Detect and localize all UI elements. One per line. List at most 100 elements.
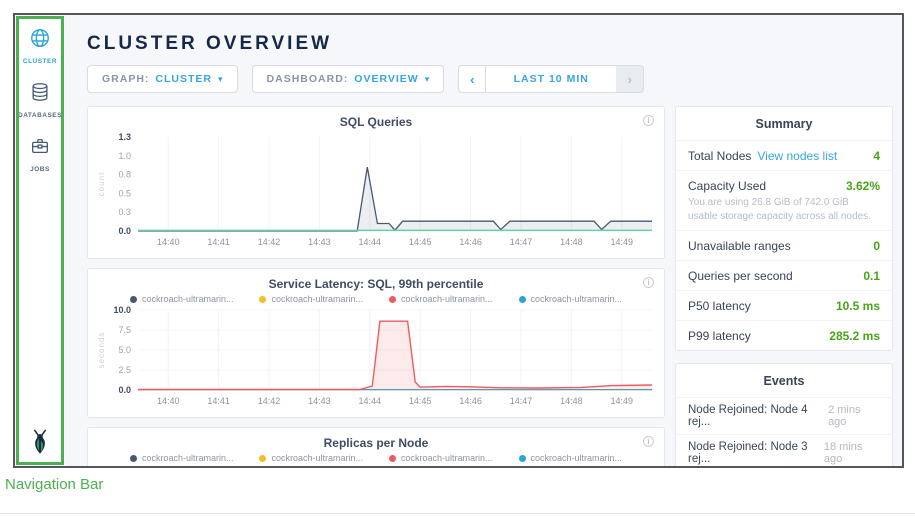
svg-text:14:48: 14:48	[560, 237, 583, 247]
event-time: 18 mins ago	[823, 441, 863, 465]
chart-title: Replicas per Node	[323, 436, 429, 450]
right-panel: Summary Total Nodes View nodes list 4 Capac…	[675, 106, 893, 466]
databases-icon	[29, 81, 51, 108]
chart-legend: cockroach-ultramarin... cockroach-ultrama…	[94, 294, 658, 304]
graph-dropdown-label: GRAPH:	[102, 73, 150, 85]
svg-text:14:44: 14:44	[359, 396, 382, 406]
dashboard-dropdown-label: DASHBOARD:	[266, 73, 349, 85]
legend-entry[interactable]: cockroach-ultramarin...	[389, 453, 493, 463]
svg-text:14:40: 14:40	[157, 396, 180, 406]
svg-text:1.0: 1.0	[118, 151, 131, 161]
summary-row: P99 latency 285.2 ms	[676, 320, 892, 350]
main-content: CLUSTER OVERVIEW GRAPH: CLUSTER ▾ DASHBO…	[65, 15, 902, 466]
legend-dot-icon	[259, 454, 267, 462]
summary-row-value: 4	[873, 149, 880, 163]
chart-card-service-latency: Service Latency: SQL, 99th percentile i …	[87, 268, 665, 418]
page-title: CLUSTER OVERVIEW	[87, 33, 333, 54]
legend-entry[interactable]: cockroach-ultramarin...	[259, 453, 363, 463]
chart-title: Service Latency: SQL, 99th percentile	[268, 277, 484, 291]
legend-entry[interactable]: cockroach-ultramarin...	[129, 294, 234, 304]
event-row: Node Rejoined: Node 3 rej... 18 mins ago	[676, 434, 892, 466]
annotation-label: Navigation Bar	[5, 476, 104, 493]
time-next-button[interactable]: ›	[616, 65, 645, 93]
cockroachdb-logo	[15, 428, 65, 456]
legend-entry[interactable]: cockroach-ultramarin...	[518, 294, 623, 304]
svg-text:14:45: 14:45	[409, 396, 432, 406]
service-latency-chart: 10.0 7.5 5.0 2.5 0.0 14:40 14:41 14:42 14:43 14:4…	[94, 304, 658, 415]
summary-row-value: 0.1	[863, 269, 880, 283]
svg-text:14:41: 14:41	[207, 396, 230, 406]
navigation-bar: CLUSTER DATABASES	[15, 15, 65, 466]
sidebar-item-label: DATABASES	[18, 112, 62, 119]
summary-row-label: P99 latency	[688, 329, 751, 343]
sidebar-item-label: JOBS	[30, 166, 50, 173]
sidebar-item-jobs[interactable]: JOBS	[29, 135, 51, 173]
svg-text:10.0: 10.0	[113, 305, 131, 315]
event-item[interactable]: Node Rejoined: Node 4 rej...	[688, 404, 808, 428]
legend-entry[interactable]: cockroach-ultramarin...	[389, 294, 493, 304]
chart-card-replicas-per-node: Replicas per Node i cockroach-ultramarin…	[87, 427, 665, 466]
controls-bar: GRAPH: CLUSTER ▾ DASHBOARD: OVERVIEW ▾ ‹…	[87, 65, 890, 93]
info-icon[interactable]: i	[643, 436, 654, 447]
legend-entry[interactable]: cockroach-ultramarin...	[129, 453, 233, 463]
legend-entry[interactable]: cockroach-ultramarin...	[518, 453, 623, 463]
time-range-selector: ‹ LAST 10 MIN ›	[458, 65, 645, 93]
summary-row: Queries per second 0.1	[676, 260, 892, 290]
legend-entry[interactable]: cockroach-ultramarin...	[259, 294, 363, 304]
svg-text:0.8: 0.8	[118, 170, 131, 180]
svg-text:14:47: 14:47	[510, 237, 533, 247]
svg-text:0.3: 0.3	[118, 207, 131, 217]
view-nodes-link[interactable]: View nodes list	[757, 149, 838, 163]
legend-label: cockroach-ultramarin...	[401, 453, 493, 463]
svg-text:5.0: 5.0	[118, 345, 131, 355]
time-range-value[interactable]: LAST 10 MIN	[486, 65, 617, 93]
svg-text:14:44: 14:44	[359, 237, 382, 247]
briefcase-icon	[29, 135, 51, 162]
graph-dropdown[interactable]: GRAPH: CLUSTER ▾	[87, 65, 238, 93]
summary-title: Summary	[755, 117, 813, 131]
event-time: 2 mins ago	[828, 404, 861, 428]
dashboard-dropdown-value: OVERVIEW	[354, 73, 419, 85]
time-prev-button[interactable]: ‹	[458, 65, 487, 93]
svg-text:2.5: 2.5	[118, 365, 131, 375]
svg-text:14:42: 14:42	[258, 237, 281, 247]
summary-row-label: Capacity Used	[688, 179, 767, 193]
chevron-down-icon: ▾	[424, 73, 430, 84]
svg-text:0.0: 0.0	[118, 226, 131, 236]
summary-row-subtext: You are using 26.8 GiB of 742.0 GiB usab…	[688, 197, 871, 222]
legend-label: cockroach-ultramarin...	[530, 294, 623, 304]
svg-text:seconds: seconds	[97, 332, 106, 369]
legend-dot-icon	[518, 454, 526, 462]
svg-text:14:49: 14:49	[610, 396, 633, 406]
summary-row-label: P50 latency	[688, 299, 751, 313]
events-title: Events	[763, 374, 805, 388]
svg-text:7.5: 7.5	[118, 325, 131, 335]
legend-dot-icon	[389, 295, 396, 303]
sidebar-item-cluster[interactable]: CLUSTER	[23, 27, 57, 65]
legend-label: cockroach-ultramarin...	[271, 453, 363, 463]
app-window: CLUSTER DATABASES	[13, 13, 904, 468]
svg-text:14:45: 14:45	[409, 237, 432, 247]
sql-queries-chart: 1.3 1.0 0.8 0.5 0.3 0.0 14:40 14:41 14:42 14:43 14…	[94, 129, 658, 256]
sidebar-item-databases[interactable]: DATABASES	[18, 81, 62, 119]
svg-text:14:46: 14:46	[459, 237, 482, 247]
dashboard-dropdown[interactable]: DASHBOARD: OVERVIEW ▾	[251, 65, 445, 93]
summary-row-value: 285.2 ms	[829, 329, 880, 343]
legend-label: cockroach-ultramarin...	[530, 453, 623, 463]
legend-label: cockroach-ultramarin...	[141, 294, 234, 304]
info-icon[interactable]: i	[643, 115, 654, 126]
svg-text:14:46: 14:46	[459, 396, 482, 406]
svg-text:0.5: 0.5	[118, 188, 131, 198]
svg-text:0.0: 0.0	[118, 385, 131, 395]
summary-row-label: Unavailable ranges	[688, 239, 791, 253]
svg-text:14:43: 14:43	[308, 237, 331, 247]
summary-row-value: 0	[873, 239, 880, 253]
legend-label: cockroach-ultramarin...	[271, 294, 363, 304]
legend-dot-icon	[129, 295, 137, 303]
bottom-divider	[0, 513, 915, 514]
info-icon[interactable]: i	[643, 277, 654, 288]
svg-text:14:47: 14:47	[510, 396, 533, 406]
svg-text:14:42: 14:42	[258, 396, 281, 406]
event-item[interactable]: Node Rejoined: Node 3 rej...	[688, 441, 808, 465]
event-row: Node Rejoined: Node 4 rej... 2 mins ago	[676, 397, 892, 434]
